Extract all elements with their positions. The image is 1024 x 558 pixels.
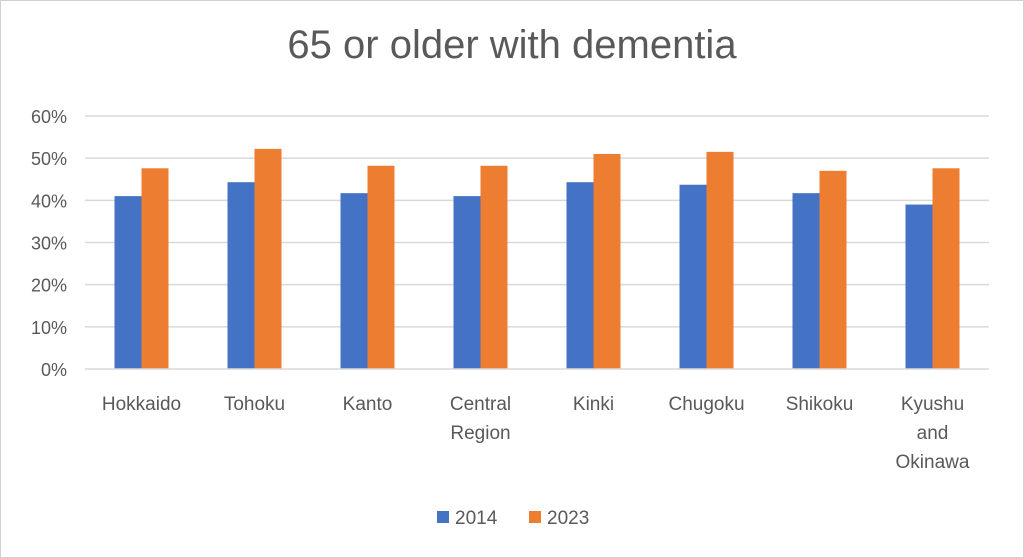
y-tick-label: 20% (31, 276, 67, 296)
x-category-label-line: Kinki (573, 394, 614, 415)
x-axis-labels: Hokkaido Tohoku Kanto Central Region Kinki Chu… (102, 394, 970, 473)
y-tick-label: 60% (31, 107, 67, 127)
bar-2023 (706, 151, 734, 369)
x-category-label: Kanto (343, 394, 393, 415)
x-category-label-line: Kyushu (901, 394, 964, 415)
gridlines (85, 115, 989, 328)
bar-2014 (340, 193, 368, 369)
bars (114, 148, 960, 369)
x-category-label: Shikoku (786, 394, 854, 415)
legend-label: 2023 (547, 508, 589, 529)
legend-swatch-2023 (529, 511, 541, 523)
x-category-label-line: Hokkaido (102, 394, 181, 415)
y-tick-label: 50% (31, 149, 67, 169)
x-category-label: Chugoku (668, 394, 744, 415)
y-tick-label: 30% (31, 234, 67, 254)
x-category-label-line: Kanto (343, 394, 393, 415)
x-category-label-line: Tohoku (224, 394, 285, 415)
legend: 2014 2023 (437, 508, 589, 529)
x-category-label-line: Shikoku (786, 394, 854, 415)
bar-2023 (254, 148, 282, 369)
x-category-label: Central Region (450, 394, 511, 444)
chart-title: 65 or older with dementia (287, 23, 737, 67)
y-tick-label: 40% (31, 191, 67, 211)
bar-2023 (932, 168, 960, 369)
y-axis-ticks: 0% 10% 20% 30% 40% 50% 60% (31, 107, 67, 380)
x-category-label: Tohoku (224, 394, 285, 415)
x-category-label: Kinki (573, 394, 614, 415)
x-category-label-line: Chugoku (668, 394, 744, 415)
x-category-label-line: and (917, 423, 949, 444)
bar-2023 (367, 165, 395, 369)
legend-label: 2014 (455, 508, 498, 529)
x-category-label: Hokkaido (102, 394, 181, 415)
legend-swatch-2014 (437, 511, 449, 523)
bar-2023 (141, 168, 169, 369)
x-category-label: Kyushu and Okinawa (896, 394, 970, 473)
x-category-label-line: Okinawa (896, 452, 970, 473)
bar-2014 (905, 204, 933, 369)
bar-2014 (227, 182, 255, 369)
bar-2014 (453, 196, 481, 369)
y-tick-label: 0% (41, 360, 67, 380)
bar-2023 (593, 153, 621, 369)
bar-2014 (679, 184, 707, 369)
bar-2014 (792, 193, 820, 369)
x-category-label-line: Central (450, 394, 511, 415)
bar-2014 (114, 196, 142, 369)
bar-2023 (819, 170, 847, 369)
bar-2014 (566, 182, 594, 369)
bar-2023 (480, 165, 508, 369)
x-category-label-line: Region (450, 423, 510, 444)
y-tick-label: 10% (31, 318, 67, 338)
